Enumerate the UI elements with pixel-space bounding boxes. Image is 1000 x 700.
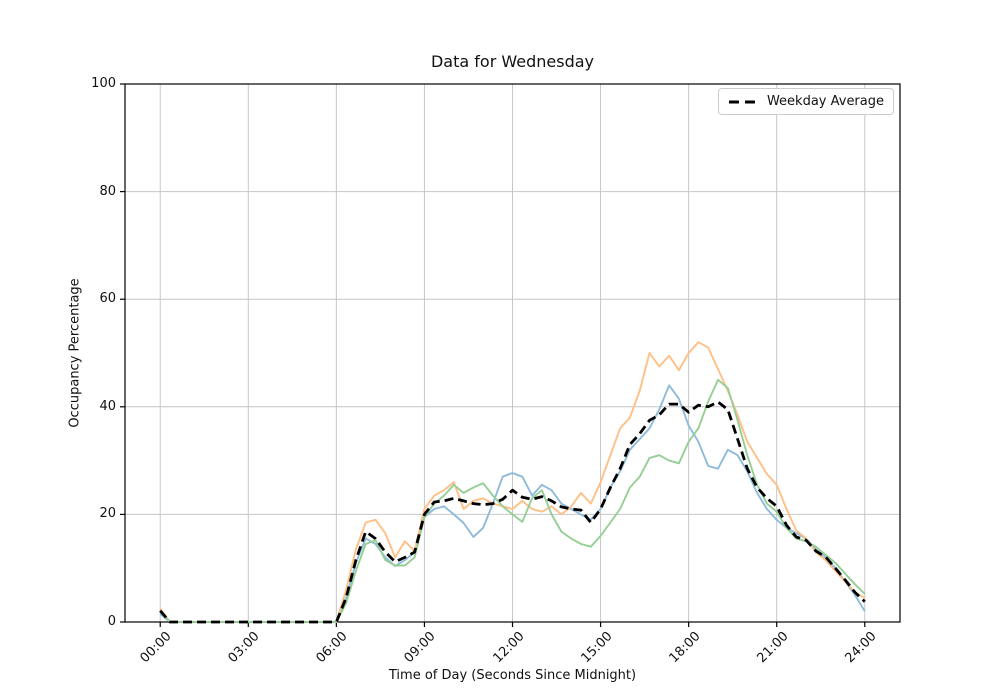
dashed-line-sample	[729, 100, 758, 103]
y-tick-label: 100	[91, 76, 116, 91]
chart-title: Data for Wednesday	[430, 52, 594, 71]
y-tick-label: 40	[99, 398, 116, 414]
series-line-3	[159, 378, 866, 623]
legend: Weekday Average	[718, 88, 894, 115]
x-axis-label: Time of Day (Seconds Since Midnight)	[388, 668, 637, 683]
series-weekday-average	[159, 400, 866, 624]
y-tick-label: 0	[107, 614, 116, 629]
y-tick-label: 20	[99, 506, 116, 522]
legend-label: Weekday Average	[766, 94, 884, 109]
y-tick-label: 80	[99, 183, 116, 199]
y-tick-label: 60	[99, 291, 116, 307]
